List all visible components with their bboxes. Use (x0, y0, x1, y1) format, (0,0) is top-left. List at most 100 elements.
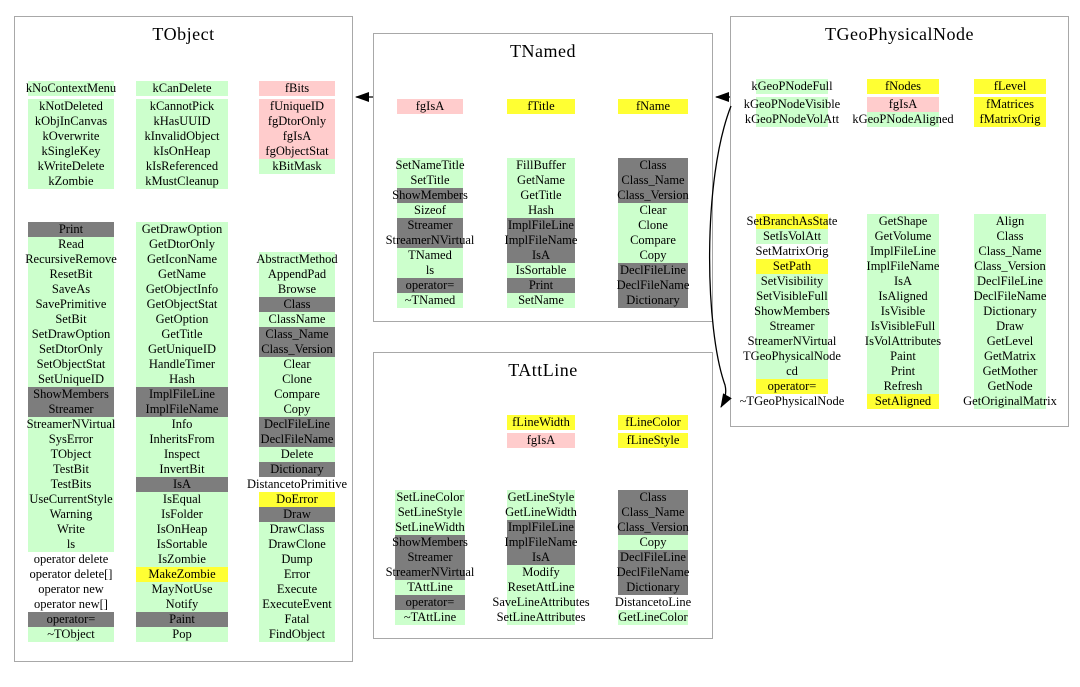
method-cell: AppendPad (259, 267, 335, 282)
method-cell: SaveAs (28, 282, 114, 297)
method-cell: DeclFileLine (618, 550, 688, 565)
method-cell: DrawClone (259, 537, 335, 552)
tgeo-methods-col2: GetShape GetVolume ImplFileLine ImplFileNam… (864, 214, 942, 409)
member-cell: fNodes (867, 79, 939, 94)
method-cell: IsVolAttributes (864, 334, 942, 349)
method-cell: Class_Version (617, 520, 689, 535)
member-cell: fgDtorOnly (259, 114, 335, 129)
member-cell: kZombie (28, 174, 114, 189)
member-cell: kGeoPNodeFull (751, 79, 833, 94)
method-cell: UseCurrentStyle (28, 492, 114, 507)
tgeo-members-col1: kGeoPNodeFull kGeoPNodeVisible kGeoPNodeVo… (744, 79, 840, 127)
method-cell: SaveLineAttributes (492, 595, 590, 610)
method-cell: ShowMembers (392, 535, 468, 550)
method-cell: DeclFileName (973, 289, 1047, 304)
method-cell: Delete (259, 447, 335, 462)
method-cell: ~TObject (28, 627, 114, 642)
method-cell: SetName (507, 293, 575, 308)
tattline-methods-col3: Class Class_Name Class_Version Copy DeclFile… (615, 490, 691, 625)
method-cell: DeclFileLine (618, 263, 688, 278)
tgeo-methods-col3: Align Class Class_Name Class_Version DeclFil… (963, 214, 1057, 409)
method-cell: IsA (136, 477, 228, 492)
member-cell: kObjInCanvas (28, 114, 114, 129)
method-cell: Write (28, 522, 114, 537)
tnamed-members-col3: fName (618, 99, 688, 117)
method-cell: operator= (756, 379, 828, 394)
method-cell: IsZombie (136, 552, 228, 567)
method-cell: operator new (38, 582, 104, 596)
tattline-members-col2: fLineWidth fgIsA (507, 415, 575, 448)
method-cell: Class_Name (618, 173, 688, 188)
class-title-tattline: TAttLine (508, 360, 578, 380)
method-cell: Clear (259, 357, 335, 372)
member-cell: kBitMask (259, 159, 335, 174)
method-cell: MayNotUse (136, 582, 228, 597)
method-cell: GetOriginalMatrix (963, 394, 1057, 409)
method-cell: Streamer (395, 550, 465, 565)
method-cell: FindObject (259, 627, 335, 642)
member-cell: kCannotPick (136, 99, 228, 114)
method-cell: SetPath (756, 259, 828, 274)
method-cell: ImplFileName (504, 535, 578, 550)
method-cell: Dictionary (974, 304, 1046, 319)
method-cell: ImplFileLine (867, 244, 939, 259)
method-cell: Inspect (136, 447, 228, 462)
method-cell: GetTitle (507, 188, 575, 203)
method-cell: SetUniqueID (28, 372, 114, 387)
class-box-tnamed: TNamed fgIsA fTitle fName SetNameTitle Se… (373, 33, 713, 322)
member-cell: fName (618, 99, 688, 114)
method-cell: Class_Version (259, 342, 335, 357)
member-cell: fgIsA (397, 99, 463, 114)
tnamed-members-col1: fgIsA (397, 99, 463, 117)
class-title-tgeophysicalnode: TGeoPhysicalNode (825, 24, 974, 44)
method-cell: DeclFileLine (974, 274, 1046, 289)
tobject-methods-col3: AbstractMethod AppendPad Browse Class ClassN… (247, 252, 347, 642)
method-cell: GetMatrix (974, 349, 1046, 364)
method-cell: Align (974, 214, 1046, 229)
method-cell: Class_Name (259, 327, 335, 342)
method-cell: DoError (259, 492, 335, 507)
method-cell: cd (756, 364, 828, 379)
method-cell: Modify (507, 565, 575, 580)
method-cell: Class (618, 158, 688, 173)
method-cell: Hash (136, 372, 228, 387)
method-cell: GetLevel (974, 334, 1046, 349)
method-cell: Streamer (28, 402, 114, 417)
method-cell: SetNameTitle (395, 158, 465, 173)
method-cell: TAttLine (395, 580, 465, 595)
method-cell: FillBuffer (507, 158, 575, 173)
method-cell: ResetBit (28, 267, 114, 282)
method-cell: MakeZombie (136, 567, 228, 582)
member-cell: kSingleKey (28, 144, 114, 159)
member-cell: kGeoPNodeAligned (852, 112, 954, 127)
method-cell: Class_Version (617, 188, 689, 203)
method-cell: DeclFileLine (259, 417, 335, 432)
method-cell: IsA (507, 550, 575, 565)
member-cell: fgIsA (867, 97, 939, 112)
method-cell: ExecuteEvent (259, 597, 335, 612)
method-cell: Class_Version (974, 259, 1046, 274)
method-cell: DrawClass (259, 522, 335, 537)
method-cell: Dump (259, 552, 335, 567)
member-cell: fgIsA (259, 129, 335, 144)
method-cell: TestBit (28, 462, 114, 477)
method-cell: DeclFileName (616, 565, 690, 580)
method-cell: IsA (507, 248, 575, 263)
method-cell: Compare (618, 233, 688, 248)
method-cell: SetLineStyle (395, 505, 465, 520)
tgeo-members-col2: fNodes fgIsA kGeoPNodeAligned (852, 79, 954, 127)
member-cell: kIsReferenced (136, 159, 228, 174)
method-cell: SetLineAttributes (496, 610, 586, 625)
method-cell: ShowMembers (754, 304, 830, 319)
method-cell: ImplFileLine (507, 218, 575, 233)
method-cell: DeclFileName (616, 278, 690, 293)
tnamed-members-col2: fTitle (507, 99, 575, 117)
class-title-tobject: TObject (152, 24, 215, 44)
member-cell: fTitle (507, 99, 575, 114)
method-cell: Class (618, 490, 688, 505)
class-box-tgeophysicalnode: TGeoPhysicalNode kGeoPNodeFull kGeoPNodeV… (730, 16, 1069, 427)
tobject-methods-col1: Print Read RecursiveRemove ResetBit SaveAs Sa… (25, 222, 117, 642)
member-cell: fUniqueID (259, 99, 335, 114)
method-cell: IsA (867, 274, 939, 289)
tobject-members-col1: kNoContextMenu kNotDeleted kObjInCanvas kOv… (26, 81, 116, 189)
